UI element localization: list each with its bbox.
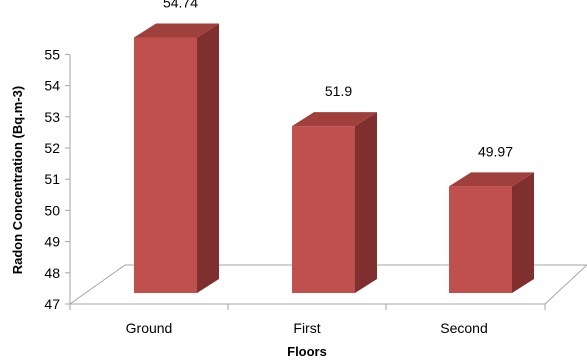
bar-front xyxy=(134,37,197,294)
bars xyxy=(134,23,534,294)
bar-side xyxy=(197,23,219,294)
data-label: 54.74 xyxy=(163,0,198,11)
y-tick-label: 52 xyxy=(44,140,60,156)
y-tick-label: 47 xyxy=(44,296,60,312)
data-labels: 54.74 51.9 49.97 xyxy=(163,0,513,159)
y-tick-label: 55 xyxy=(44,46,60,62)
data-label: 49.97 xyxy=(478,143,513,159)
chart-floor xyxy=(68,264,587,305)
bar-top xyxy=(134,23,219,38)
bar-top xyxy=(449,172,534,187)
y-tick-label: 51 xyxy=(44,171,60,187)
y-tick-label: 49 xyxy=(44,234,60,250)
x-tick-label: First xyxy=(293,320,320,336)
y-axis-title: Radon Concentration (Bq.m-3) xyxy=(10,86,25,275)
bar-top xyxy=(292,112,377,127)
y-tick-label: 48 xyxy=(44,265,60,281)
x-tick-label: Ground xyxy=(126,320,173,336)
y-tick-label: 54 xyxy=(44,78,60,94)
bar-front xyxy=(292,126,355,294)
bar-side xyxy=(512,172,534,293)
y-tick-label: 50 xyxy=(44,202,60,218)
x-axis-title: Floors xyxy=(287,344,327,359)
bar-first xyxy=(292,112,377,294)
y-tick-label: 53 xyxy=(44,109,60,125)
x-tick-label: Second xyxy=(440,320,487,336)
bar-front xyxy=(449,186,512,293)
y-axis-ticks: 47 48 49 50 51 52 53 54 55 xyxy=(44,46,70,312)
bar-second xyxy=(449,172,534,293)
bar-side xyxy=(355,112,377,294)
x-axis-ticks: Ground First Second xyxy=(69,304,546,336)
bar-ground xyxy=(134,23,219,294)
data-label: 51.9 xyxy=(325,83,352,99)
